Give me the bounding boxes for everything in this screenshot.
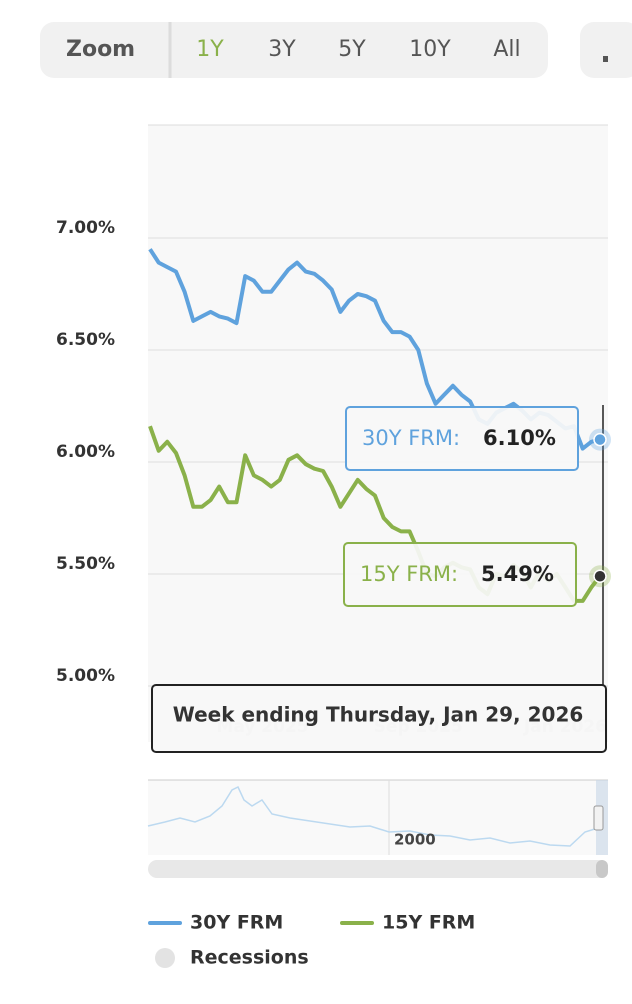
menu-button[interactable] bbox=[580, 22, 632, 78]
point-marker bbox=[593, 569, 607, 583]
y-tick-label: 7.00% bbox=[56, 218, 115, 238]
zoom-option[interactable]: 3Y bbox=[268, 37, 296, 62]
y-tick-label: 5.00% bbox=[56, 666, 115, 686]
legend-label[interactable]: 15Y FRM bbox=[382, 912, 475, 934]
navigator-label: 2000 bbox=[394, 831, 436, 849]
legend-swatch bbox=[155, 948, 175, 968]
navigator[interactable] bbox=[148, 780, 608, 855]
navigator-handle[interactable] bbox=[593, 805, 604, 831]
tooltip-box bbox=[345, 406, 579, 471]
legend-label[interactable]: 30Y FRM bbox=[190, 912, 283, 934]
zoom-option[interactable]: All bbox=[493, 37, 520, 62]
zoom-option[interactable]: 10Y bbox=[409, 37, 451, 62]
zoom-option[interactable]: 1Y bbox=[196, 37, 224, 62]
menu-icon bbox=[603, 56, 608, 62]
zoom-bar bbox=[40, 22, 548, 78]
y-tick-label: 6.50% bbox=[56, 330, 115, 350]
point-marker bbox=[593, 432, 607, 447]
scrollbar[interactable] bbox=[148, 860, 608, 878]
date-tooltip bbox=[151, 684, 607, 753]
navigator-line bbox=[147, 785, 599, 847]
zoom-label: Zoom bbox=[66, 37, 135, 62]
tooltip-label: 15Y FRM: bbox=[360, 562, 458, 586]
y-tick-label: 6.00% bbox=[56, 442, 115, 462]
legend-label[interactable]: Recessions bbox=[190, 947, 309, 969]
tooltip-label: 30Y FRM: bbox=[362, 426, 460, 450]
tooltip-value: 6.10% bbox=[483, 426, 556, 450]
tooltip-value: 5.49% bbox=[481, 562, 554, 586]
tooltip-box bbox=[343, 542, 577, 607]
date-tooltip-text: Week ending Thursday, Jan 29, 2026 bbox=[173, 703, 584, 727]
y-tick-label: 5.50% bbox=[56, 554, 115, 574]
zoom-option[interactable]: 5Y bbox=[338, 37, 366, 62]
scrollbar-thumb[interactable] bbox=[596, 860, 608, 878]
